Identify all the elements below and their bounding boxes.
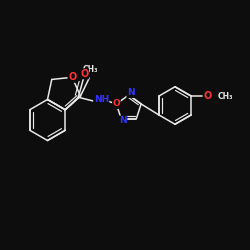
Text: NH: NH: [94, 95, 109, 104]
Text: O: O: [68, 72, 76, 82]
Text: CH₃: CH₃: [83, 64, 98, 74]
Text: N: N: [127, 88, 134, 98]
Text: N: N: [119, 116, 127, 125]
Text: O: O: [112, 100, 120, 108]
Text: O: O: [203, 91, 211, 101]
Text: O: O: [80, 69, 89, 79]
Text: CH₃: CH₃: [217, 92, 233, 100]
